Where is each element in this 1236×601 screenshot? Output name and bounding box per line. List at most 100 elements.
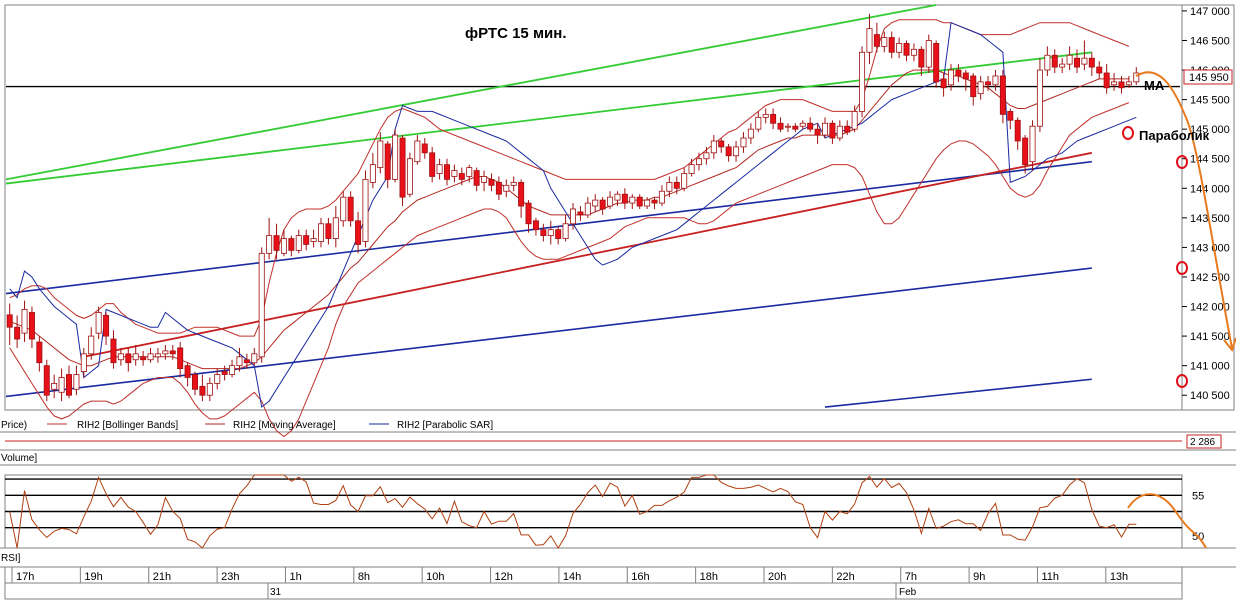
candle-body: [592, 199, 599, 207]
legend-item-bollinger: RIH2 [Bollinger Bands]: [77, 420, 178, 431]
x-tick-label: 22h: [836, 571, 854, 583]
candle-body: [503, 184, 510, 192]
price-panel-frame: [4, 4, 1183, 411]
candle-body: [859, 51, 866, 112]
volume-value: 2 286: [1190, 437, 1215, 448]
candle-body: [154, 353, 161, 358]
candle-body: [384, 143, 391, 180]
candle-body: [1081, 57, 1088, 65]
candle-body: [1096, 66, 1103, 74]
y-tick-label: 143 000: [1190, 242, 1230, 254]
candle-body: [822, 122, 828, 136]
candle-body: [280, 238, 287, 254]
candle-body: [258, 252, 265, 358]
x-tick-label: 11h: [1041, 571, 1059, 583]
candle-body: [458, 173, 465, 180]
candle-body: [14, 326, 21, 340]
candle-body: [851, 111, 858, 130]
candle-body: [243, 359, 250, 364]
candle-body: [718, 140, 725, 148]
red-trendline: [83, 151, 1093, 358]
candle-body: [340, 196, 347, 222]
x-tick-label: 20h: [768, 571, 786, 583]
candle-body: [784, 125, 791, 128]
legend-item-parabolic: RIH2 [Parabolic SAR]: [397, 420, 493, 431]
candle-body: [117, 353, 124, 361]
green-trendline-lower: [5, 51, 1092, 185]
candle-body: [229, 365, 236, 375]
candle-body: [221, 371, 228, 375]
x-tick-label: 9h: [973, 571, 985, 583]
y-tick-label: 144 500: [1190, 154, 1230, 166]
candle-body: [80, 353, 87, 372]
candle-body: [547, 229, 554, 236]
candle-body: [807, 122, 814, 130]
candle-body: [673, 181, 680, 189]
candle-body: [184, 365, 191, 378]
candle-body: [607, 196, 614, 207]
y-tick-label: 144 000: [1190, 183, 1230, 195]
candle-body: [703, 152, 710, 160]
candle-body: [629, 196, 636, 204]
candle-body: [288, 238, 295, 251]
marker-circle: [1176, 155, 1188, 169]
x-tick-label: 19h: [84, 571, 102, 583]
candle-body: [66, 374, 72, 396]
y-tick-label: 142 500: [1190, 272, 1230, 284]
x-tick-label: 8h: [358, 571, 370, 583]
candle-body: [570, 208, 576, 225]
last-price-label: 145 950: [1189, 72, 1229, 84]
candle-body: [169, 350, 176, 355]
x-tick-label: 13h: [1110, 571, 1128, 583]
candle-body: [481, 176, 488, 183]
candle-body: [132, 353, 139, 361]
x-tick-label: 23h: [221, 571, 239, 583]
candle-body: [51, 382, 58, 390]
candle-body: [1103, 72, 1110, 89]
candle-body: [881, 37, 888, 47]
candle-body: [88, 335, 95, 355]
candle-body: [636, 196, 643, 207]
candle-body: [955, 69, 962, 77]
candle-body: [910, 48, 917, 56]
y-tick-label: 147 000: [1190, 6, 1230, 18]
candle-body: [236, 356, 243, 367]
candle-body: [369, 164, 376, 183]
candle-body: [866, 28, 873, 53]
legend-item-moving-average: RIH2 [Moving Average]: [233, 420, 336, 431]
candle-body: [948, 69, 954, 86]
candle-body: [555, 229, 562, 239]
candle-body: [303, 235, 310, 245]
price-panel-label: Price): [1, 420, 27, 431]
candle-body: [103, 315, 110, 337]
candle-body: [584, 202, 591, 216]
candle-body: [755, 116, 762, 130]
candle-body: [1111, 81, 1118, 86]
candle-body: [125, 353, 132, 364]
y-tick-label: 141 500: [1190, 331, 1230, 343]
candle-body: [992, 75, 999, 86]
forecast-arrowhead: [1223, 337, 1236, 353]
candle-body: [318, 223, 324, 242]
candle-body: [473, 170, 480, 186]
candle-body: [525, 202, 532, 225]
candle-body: [310, 238, 317, 242]
candle-body: [747, 128, 754, 139]
candle-body: [362, 179, 369, 242]
x-tick-label: 21h: [153, 571, 171, 583]
candle-body: [532, 220, 539, 231]
candle-body: [814, 128, 821, 136]
candle-body: [644, 199, 651, 207]
rsi-panel-label: RSI]: [1, 553, 21, 564]
candle-body: [977, 81, 984, 95]
bollinger-lower-line: [9, 102, 1130, 438]
candle-body: [688, 164, 695, 174]
candle-body: [903, 43, 910, 56]
candle-body: [681, 173, 688, 189]
forecast-arrow: [1135, 71, 1233, 349]
candle-body: [970, 75, 977, 98]
candle-body: [733, 146, 740, 157]
candle-body: [1044, 54, 1051, 71]
candle-body: [829, 122, 836, 139]
